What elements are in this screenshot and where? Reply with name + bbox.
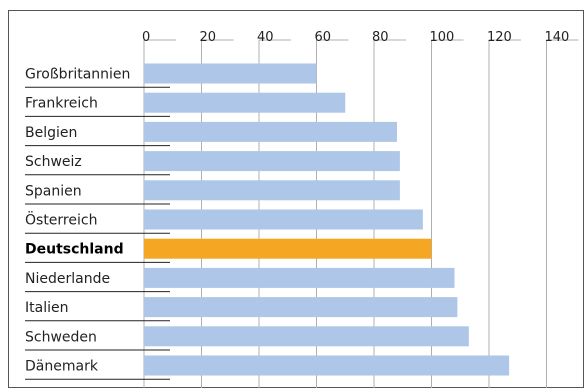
bar-belgien [144, 121, 397, 142]
tick-label-0: 0 [142, 30, 150, 45]
category-label-schweden: Schweden [25, 329, 97, 345]
bar-deutschland [144, 238, 432, 259]
bar-dänemark [144, 355, 510, 376]
category-label-schweiz: Schweiz [25, 154, 82, 170]
category-label-großbritannien: Großbritannien [25, 67, 130, 83]
bar-schweiz [144, 151, 400, 172]
tick-label-40: 40 [257, 30, 274, 45]
category-label-deutschland: Deutschland [25, 242, 124, 258]
x-axis-ticks: 0 20 40 60 80 100 120 140 [142, 30, 569, 45]
tick-label-60: 60 [315, 30, 332, 45]
bar-schweden [144, 326, 469, 347]
category-label-spanien: Spanien [25, 183, 82, 199]
bar-italien [144, 297, 458, 318]
category-label-frankreich: Frankreich [25, 96, 98, 112]
tick-label-80: 80 [372, 30, 389, 45]
tick-label-120: 120 [487, 30, 512, 45]
tick-label-140: 140 [545, 30, 570, 45]
bar-frankreich [144, 92, 346, 113]
bar-spanien [144, 180, 400, 201]
category-label-österreich: Österreich [25, 211, 97, 229]
bars [144, 63, 510, 376]
category-labels: Großbritannien Frankreich Belgien Schweiz Sp… [25, 67, 170, 380]
tick-label-100: 100 [430, 30, 455, 45]
bar-österreich [144, 209, 423, 230]
category-label-niederlande: Niederlande [25, 271, 110, 287]
category-label-belgien: Belgien [25, 125, 77, 141]
category-label-dänemark: Dänemark [25, 359, 99, 375]
bar-großbritannien [144, 63, 317, 84]
category-label-italien: Italien [25, 300, 68, 316]
bar-niederlande [144, 267, 455, 288]
tick-label-20: 20 [200, 30, 217, 45]
